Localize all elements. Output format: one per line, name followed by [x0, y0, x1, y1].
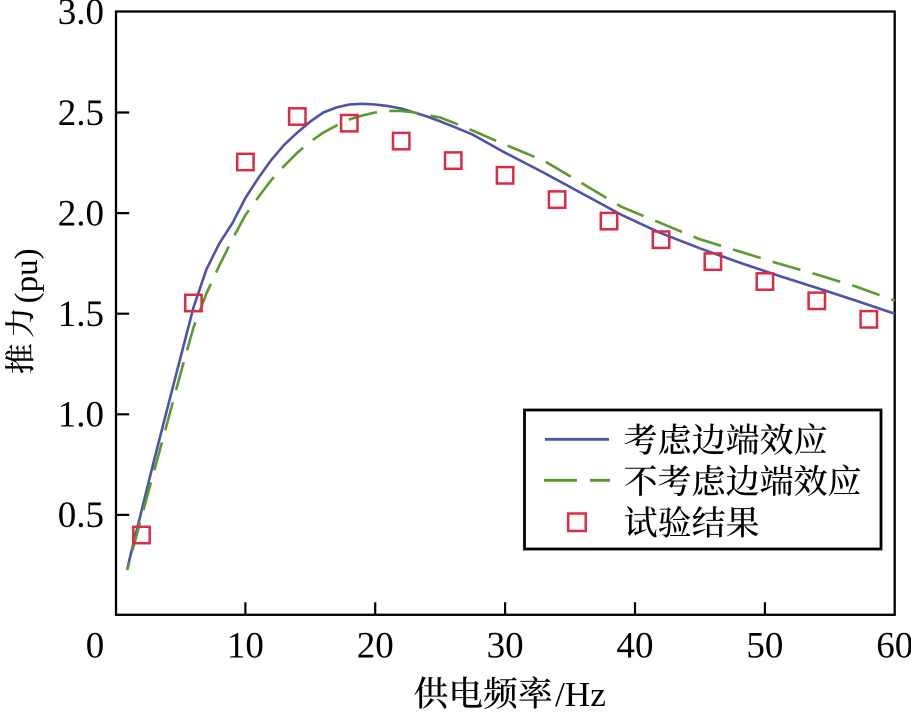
svg-text:60: 60 [876, 626, 911, 667]
svg-text:20: 20 [357, 626, 394, 667]
svg-text:3.0: 3.0 [58, 0, 104, 33]
svg-text:40: 40 [617, 626, 654, 667]
svg-text:30: 30 [487, 626, 524, 667]
svg-text:2.0: 2.0 [58, 193, 104, 234]
svg-text:(pu): (pu) [9, 248, 45, 303]
svg-text:0: 0 [86, 626, 105, 667]
svg-text:1.5: 1.5 [58, 294, 104, 335]
svg-text:1.0: 1.0 [58, 395, 104, 436]
svg-text:2.5: 2.5 [58, 93, 104, 134]
svg-text:/Hz: /Hz [555, 675, 606, 711]
svg-text:50: 50 [746, 626, 783, 667]
svg-text:0.5: 0.5 [58, 495, 104, 536]
svg-text:10: 10 [227, 626, 264, 667]
